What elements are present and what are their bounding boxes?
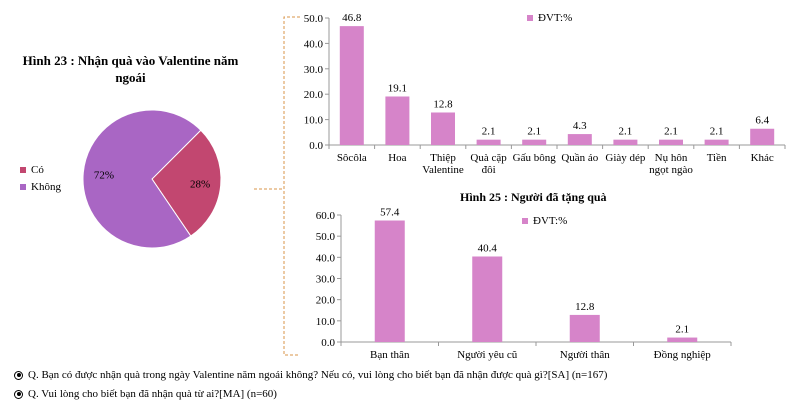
pie-title-line-2: ngoái xyxy=(115,70,146,85)
legend-label-khong: Không xyxy=(31,181,61,193)
bar1-bar xyxy=(431,112,455,145)
bar2-y-tick-label: 50.0 xyxy=(316,231,336,243)
bar2-bar xyxy=(374,220,405,342)
bar1-bar xyxy=(567,134,592,145)
bar2-category-label: Đồng nghiệp xyxy=(654,349,712,361)
bar1-category-label: Giày dép xyxy=(605,152,646,164)
bar1-y-tick-label: 0.0 xyxy=(309,140,323,152)
bar2-bar xyxy=(569,314,600,342)
bar2-unit-label: ĐVT:% xyxy=(533,215,568,227)
pie-chart: 28% 72% xyxy=(82,109,222,249)
pie-slice-khong xyxy=(82,109,202,249)
bar2-value-label: 2.1 xyxy=(675,324,689,336)
bar1-value-label: 4.3 xyxy=(573,120,587,132)
bar1-y-tick-label: 20.0 xyxy=(304,89,324,101)
bar1-category-label: đôi xyxy=(482,164,496,176)
bullet-circle-icon xyxy=(14,370,23,380)
bar2-y-tick-label: 10.0 xyxy=(316,316,336,328)
bar1-value-label: 12.8 xyxy=(433,98,453,110)
legend-swatch-khong xyxy=(20,184,26,190)
bar1-y-tick-label: 10.0 xyxy=(304,115,324,127)
bar1-category-label: Gấu bông xyxy=(513,152,557,164)
question-note-1-text: Q. Bạn có được nhận quà trong ngày Valen… xyxy=(28,369,608,381)
bar1-bar xyxy=(522,139,547,145)
bar2-y-tick-label: 40.0 xyxy=(316,252,336,264)
bar1-y-tick-label: 30.0 xyxy=(304,64,324,76)
bar1-y-tick-label: 50.0 xyxy=(304,13,324,25)
bar2-category-label: Người thân xyxy=(560,349,610,361)
bar2-category-label: Người yêu cũ xyxy=(457,349,518,361)
bar2-category-label: Bạn thân xyxy=(370,349,410,361)
bar1-bar xyxy=(339,26,364,146)
bar2-unit-swatch xyxy=(522,218,528,224)
legend-label-co: Có xyxy=(31,164,44,176)
bar1-category-label: Sôcôla xyxy=(337,152,367,164)
legend-item-khong: Không xyxy=(20,181,61,193)
bar1-value-label: 2.1 xyxy=(710,126,724,138)
question-note-2: Q. Vui lòng cho biết bạn đã nhận quà từ … xyxy=(14,388,277,400)
bar-chart-givers: 0.0 10.0 20.0 30.0 40.0 50.0 60.0 57.4 Bạn thân 4… xyxy=(316,207,732,361)
bar-chart-gifts: 0.0 10.0 20.0 30.0 40.0 50.0 46.8 Sôcôla 19.1 Hoa… xyxy=(304,12,786,176)
bar2-value-label: 57.4 xyxy=(380,207,400,219)
bar1-bar xyxy=(704,139,729,145)
bar1-y-tick-label: 40.0 xyxy=(304,38,324,50)
bar2-y-tick-label: 30.0 xyxy=(316,274,336,286)
bar1-value-label: 6.4 xyxy=(755,115,769,127)
bar1-category-label: Valentine xyxy=(422,164,464,176)
bar1-bar xyxy=(385,96,410,145)
pie-title-line-1: Hình 23 : Nhận quà vào Valentine năm xyxy=(22,53,239,68)
bar2-bar xyxy=(472,256,503,342)
pie-data-label-co: 28% xyxy=(190,179,210,191)
bar1-category-label: ngọt ngào xyxy=(649,164,693,176)
question-note-1: Q. Bạn có được nhận quà trong ngày Valen… xyxy=(14,369,607,381)
bar1-bar xyxy=(750,128,775,145)
bar2-title: Hình 25 : Người đã tặng quà xyxy=(460,190,607,204)
bar2-value-label: 12.8 xyxy=(575,301,595,313)
bar1-category-label: Thiệp xyxy=(430,152,456,164)
bar1-category-label: Khác xyxy=(751,152,774,164)
pie-data-label-khong: 72% xyxy=(94,169,114,181)
bar2-y-tick-label: 60.0 xyxy=(316,210,336,222)
legend-swatch-co xyxy=(20,167,26,173)
bar1-category-label: Tiền xyxy=(707,152,727,164)
bar1-value-label: 2.1 xyxy=(664,126,678,138)
bar1-value-label: 2.1 xyxy=(482,126,496,138)
bar1-value-label: 2.1 xyxy=(619,126,633,138)
pie-legend: Có Không xyxy=(20,164,61,198)
bar1-value-label: 2.1 xyxy=(527,126,541,138)
pie-chart-title: Hình 23 : Nhận quà vào Valentine năm ngo… xyxy=(8,52,253,86)
connector-bracket xyxy=(254,16,300,356)
bar1-category-label: Quần áo xyxy=(561,152,598,164)
bar2-y-tick-label: 0.0 xyxy=(321,337,335,349)
bar1-bar xyxy=(476,139,501,145)
bar1-value-label: 19.1 xyxy=(388,82,407,94)
bar1-unit-swatch xyxy=(527,15,533,21)
bar1-bar xyxy=(613,139,638,145)
legend-item-co: Có xyxy=(20,164,61,176)
bar2-unit-legend: ĐVT:% xyxy=(522,215,567,227)
bar1-bar xyxy=(659,139,683,145)
bar1-value-label: 46.8 xyxy=(342,12,362,24)
bar2-y-tick-label: 20.0 xyxy=(316,295,336,307)
bullet-circle-icon xyxy=(14,389,23,399)
bar1-unit-label: ĐVT:% xyxy=(538,12,573,24)
question-note-2-text: Q. Vui lòng cho biết bạn đã nhận quà từ … xyxy=(28,388,277,400)
bar2-bar xyxy=(667,337,698,342)
pie-slice-co xyxy=(151,129,222,237)
bracket-line xyxy=(283,16,300,356)
bar1-unit-legend: ĐVT:% xyxy=(527,12,572,24)
bar1-category-label: Quà cặp xyxy=(470,152,507,164)
bar1-category-label: Nụ hôn xyxy=(655,152,688,164)
bar1-category-label: Hoa xyxy=(388,152,406,164)
bar2-value-label: 40.4 xyxy=(478,242,498,254)
